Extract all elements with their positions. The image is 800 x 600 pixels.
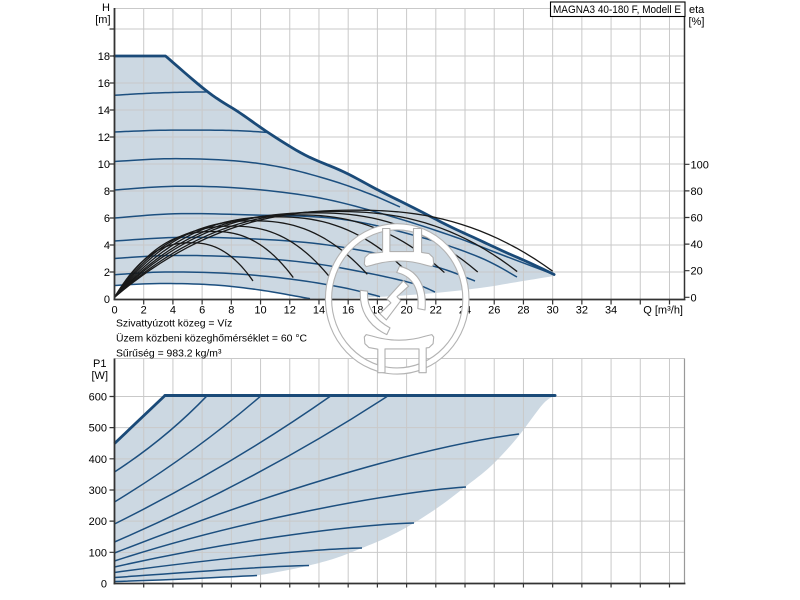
svg-text:100: 100 [89, 547, 107, 559]
svg-text:20: 20 [691, 266, 703, 278]
svg-text:34: 34 [605, 305, 617, 317]
svg-text:[%]: [%] [689, 16, 705, 28]
svg-text:Szivattyúzott közeg = Víz: Szivattyúzott közeg = Víz [116, 319, 232, 330]
svg-text:12: 12 [284, 305, 296, 317]
svg-text:8: 8 [104, 186, 110, 198]
svg-text:[W]: [W] [92, 370, 109, 382]
svg-text:MAGNA3 40-180 F, Modell E: MAGNA3 40-180 F, Modell E [553, 4, 681, 16]
svg-text:28: 28 [517, 305, 529, 317]
svg-text:60: 60 [691, 213, 703, 225]
svg-text:Sűrűség = 983.2 kg/m³: Sűrűség = 983.2 kg/m³ [116, 349, 222, 360]
svg-text:6: 6 [199, 305, 205, 317]
svg-text:0: 0 [111, 305, 117, 317]
svg-text:200: 200 [89, 516, 107, 528]
svg-text:20: 20 [400, 305, 412, 317]
svg-text:18: 18 [98, 51, 110, 63]
svg-text:0: 0 [101, 579, 107, 591]
svg-text:6: 6 [104, 213, 110, 225]
svg-text:22: 22 [430, 305, 442, 317]
svg-text:40: 40 [691, 239, 703, 251]
svg-text:2: 2 [104, 267, 110, 279]
svg-text:16: 16 [342, 305, 354, 317]
svg-text:10: 10 [254, 305, 266, 317]
svg-text:4: 4 [104, 240, 110, 252]
svg-text:600: 600 [89, 391, 107, 403]
svg-text:4: 4 [170, 305, 176, 317]
svg-text:P1: P1 [93, 358, 106, 370]
svg-text:Üzem közbeni közeghőmérséklet: Üzem közbeni közeghőmérséklet = 60 °C [116, 333, 307, 345]
svg-text:14: 14 [98, 105, 110, 117]
svg-text:80: 80 [691, 186, 703, 198]
svg-text:400: 400 [89, 454, 107, 466]
svg-text:[m]: [m] [95, 14, 110, 26]
svg-text:32: 32 [576, 305, 588, 317]
svg-text:Q [m³/h]: Q [m³/h] [643, 305, 683, 317]
svg-text:500: 500 [89, 423, 107, 435]
svg-text:H: H [102, 2, 110, 14]
svg-text:0: 0 [691, 292, 697, 304]
svg-text:26: 26 [488, 305, 500, 317]
svg-text:10: 10 [98, 159, 110, 171]
svg-text:14: 14 [313, 305, 325, 317]
svg-text:2: 2 [141, 305, 147, 317]
svg-text:300: 300 [89, 485, 107, 497]
svg-text:eta: eta [689, 4, 705, 16]
svg-text:0: 0 [104, 294, 110, 306]
svg-text:8: 8 [228, 305, 234, 317]
svg-text:12: 12 [98, 132, 110, 144]
svg-text:30: 30 [547, 305, 559, 317]
svg-text:16: 16 [98, 78, 110, 90]
svg-text:100: 100 [691, 159, 709, 171]
